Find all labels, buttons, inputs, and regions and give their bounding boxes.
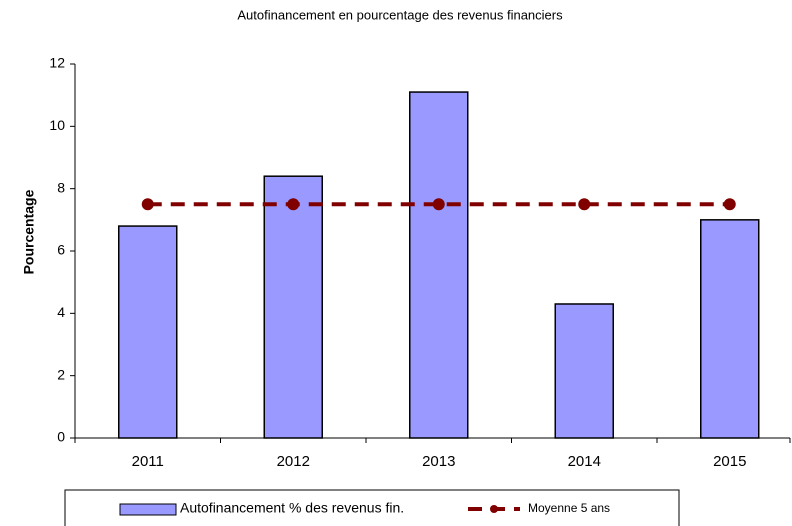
x-tick-label: 2012 [277, 453, 310, 470]
legend-box [64, 489, 680, 526]
bar [409, 91, 469, 439]
y-axis-label: Pourcentage [21, 189, 37, 274]
y-tick-label: 2 [57, 366, 65, 382]
x-tick-label: 2013 [422, 453, 455, 470]
x-tick-label: 2014 [568, 453, 601, 470]
line-point [723, 198, 736, 211]
y-tick-label: 12 [49, 55, 65, 71]
y-tick-label: 10 [49, 117, 65, 133]
y-tick-label: 8 [57, 179, 65, 195]
legend-label: Moyenne 5 ans [528, 501, 610, 515]
y-tick-label: 0 [57, 429, 65, 445]
legend-swatch [119, 503, 177, 516]
y-tick-label: 4 [57, 304, 65, 320]
legend-swatch-dot [490, 505, 498, 513]
bar [118, 225, 178, 439]
line-point [141, 198, 154, 211]
bar [263, 175, 323, 439]
x-tick-label: 2011 [132, 453, 164, 470]
bar [700, 219, 760, 439]
bar [554, 303, 614, 439]
legend-label: Autofinancement % des revenus fin. [180, 500, 404, 516]
chart-title: Autofinancement en pourcentage des reven… [237, 7, 563, 22]
x-tick-label: 2015 [713, 453, 746, 470]
y-tick-label: 6 [57, 242, 65, 258]
line-point [287, 198, 300, 211]
line-point [432, 198, 445, 211]
line-point [578, 198, 591, 211]
